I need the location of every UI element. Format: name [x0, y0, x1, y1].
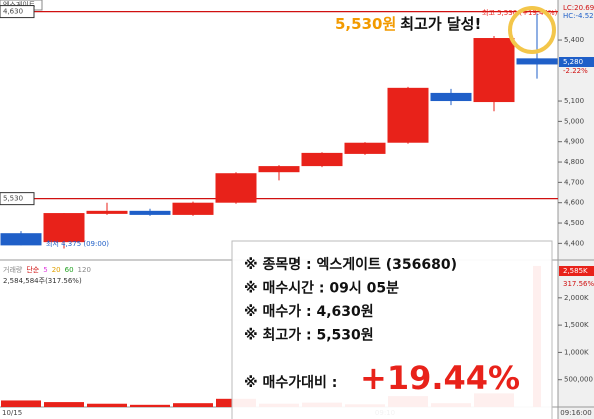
y-tick-label: 4,600: [564, 199, 584, 207]
x-label: 10/15: [2, 409, 22, 417]
low-note: 최저 4,375 (09:00): [46, 239, 109, 248]
y-tick-label: 4,400: [564, 239, 584, 247]
annotation-price: 5,530원: [335, 15, 396, 33]
right-label: -2.22%: [563, 67, 588, 75]
candle-body: [516, 58, 558, 65]
chart-title: 엑스게이트: [3, 0, 36, 9]
candle-body: [301, 152, 343, 167]
y-tick-label: 4,800: [564, 158, 584, 166]
info-line: ※ 매수가 : 4,630원: [244, 304, 374, 320]
vol-tick-label: 2,000K: [564, 294, 589, 302]
y-tick-label: 5,400: [564, 36, 584, 44]
volume-bar: [130, 404, 170, 407]
reference-label-box: [0, 192, 35, 206]
right-label: LC:20.69: [563, 4, 594, 12]
annotation-text: 최고가 달성!: [400, 15, 481, 33]
candle-body: [387, 87, 429, 143]
vol-summary: 2,584,584주(317.56%): [3, 277, 82, 285]
annotation: 5,530원 최고가 달성!: [335, 15, 481, 33]
vol-legend: 120: [78, 266, 91, 274]
candle-body: [473, 38, 515, 103]
reference-label: 5,530: [3, 195, 23, 203]
info-highlight: +19.44%: [360, 359, 520, 397]
info-box: [231, 240, 553, 419]
vol-legend: 20: [52, 266, 61, 274]
right-axis-bg: [558, 0, 594, 419]
candle-body: [215, 173, 257, 203]
volume-bar: [1, 400, 41, 407]
candle-body: [0, 233, 42, 246]
x-label: 09:16:00: [560, 409, 591, 417]
vol-legend: 60: [65, 266, 74, 274]
vol-legend: 단순: [26, 265, 39, 274]
candle-body: [172, 202, 214, 215]
candle-body: [258, 166, 300, 173]
candle-body: [430, 92, 472, 102]
vol-legend: 거래량: [3, 265, 23, 274]
candle-body: [129, 210, 171, 215]
reference-label: 4,630: [3, 8, 23, 16]
vol-value-label: 2,585K: [563, 267, 588, 275]
candle-body: [344, 142, 386, 154]
volume-bar: [44, 402, 84, 407]
vol-tick-label: 1,500K: [564, 321, 589, 329]
y-tick-label: 5,000: [564, 117, 584, 125]
volume-bar: [173, 403, 213, 407]
y-tick-label: 4,500: [564, 219, 584, 227]
vol-value-label: 317.56%: [563, 280, 594, 288]
vol-label-box: [559, 266, 594, 276]
y-tick-label: 4,900: [564, 138, 584, 146]
candle-body: [86, 210, 128, 214]
volume-bar: [87, 403, 127, 407]
vol-tick-label: 500,000: [564, 376, 593, 384]
vol-tick-label: 1,000K: [564, 348, 589, 356]
info-label: ※ 매수가대비 :: [244, 375, 337, 391]
info-line: ※ 매수시간 : 09시 05분: [244, 280, 399, 297]
price-box: [559, 57, 594, 67]
vol-legend: 5: [43, 266, 47, 274]
info-line: ※ 종목명 : 엑스게이트 (356680): [244, 256, 457, 273]
highlight-circle: [508, 6, 556, 54]
candle-body: [43, 213, 85, 243]
info-line: ※ 최고가 : 5,530원: [244, 328, 374, 344]
right-label: HC:-4.52: [563, 12, 594, 20]
y-tick-label: 4,700: [564, 178, 584, 186]
reference-label-box: [0, 5, 35, 19]
right-label: 5,280: [563, 58, 583, 66]
y-tick-label: 5,100: [564, 97, 584, 105]
